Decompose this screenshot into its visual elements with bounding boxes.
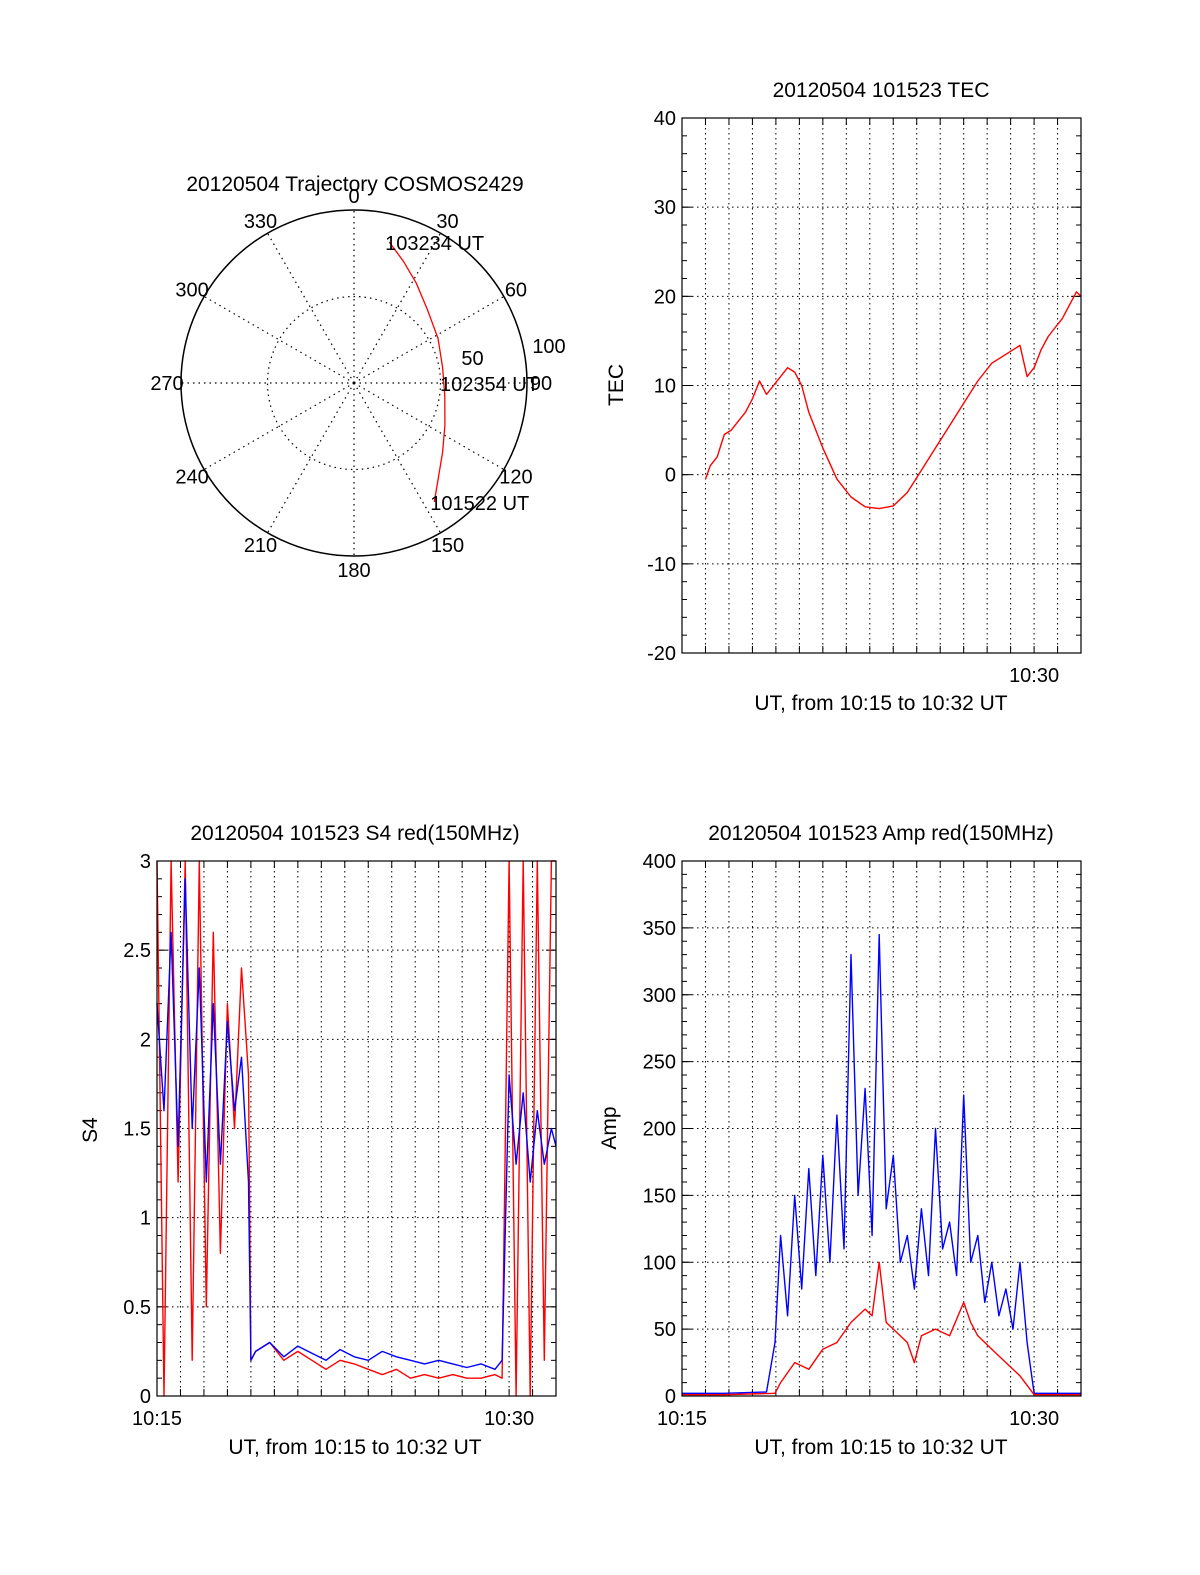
amp-ytick-label: 50 (654, 1319, 676, 1341)
amp-ytick-label: 300 (643, 985, 676, 1007)
polar-inner-circle (266, 295, 442, 471)
s4-ytick-label: 3 (140, 851, 151, 873)
tec-x-axis-label: UT, from 10:15 to 10:32 UT (754, 692, 1007, 715)
trajectory-time-labels: 103234 UT 102354 UT 101522 UT (385, 233, 539, 515)
amp-plot-frame (681, 860, 1082, 1397)
tec-grid (681, 117, 1081, 654)
polar-azimuth-label: 60 (505, 280, 527, 302)
s4-title: 20120504 101523 S4 red(150MHz) (190, 822, 519, 845)
amp-ytick-label: 400 (643, 851, 676, 873)
s4-ytick-label: 0.5 (123, 1297, 151, 1319)
polar-azimuth-label: 330 (244, 211, 277, 233)
polar-azimuth-label: 30 (436, 211, 458, 233)
s4-panel: 20120504 101523 S4 red(150MHz) UT, from … (79, 822, 557, 1459)
tec-ytick-label: 30 (654, 197, 676, 219)
amp-ytick-label: 350 (643, 918, 676, 940)
amp-ytick-label: 0 (665, 1386, 676, 1408)
trajectory-title: 20120504 Trajectory COSMOS2429 (186, 173, 523, 196)
tec-xtick-label: 10:30 (1009, 665, 1059, 687)
polar-spoke (353, 232, 442, 384)
amp-tick-labels: 0 50 100 150 200 250 300 350 400 10:15 10:30 (643, 851, 1060, 1430)
amp-title: 20120504 101523 Amp red(150MHz) (708, 822, 1054, 845)
trajectory-time-label: 103234 UT (385, 233, 484, 255)
s4-ytick-label: 1 (140, 1208, 151, 1230)
tec-tick-labels: -20 -10 0 10 20 30 40 10:30 (647, 108, 1059, 687)
tec-ytick-label: -10 (647, 554, 676, 576)
s4-ytick-label: 0 (140, 1386, 151, 1408)
tec-ytick-label: 10 (654, 376, 676, 398)
tec-ytick-label: 20 (654, 286, 676, 308)
tec-panel: 20120504 101523 TEC UT, from 10:15 to 10… (605, 79, 1082, 715)
polar-azimuth-label: 180 (337, 560, 370, 582)
amp-series-line-0 (682, 933, 1081, 1394)
s4-series-line-0 (156, 860, 556, 1397)
trajectory-polar-panel: 20120504 Trajectory COSMOS2429 0 30 60 90 12… (150, 173, 565, 582)
amp-ytick-label: 150 (643, 1185, 676, 1207)
trajectory-time-label: 102354 UT (440, 374, 539, 396)
s4-tick-labels: 0 0.5 1 1.5 2 2.5 3 10:15 10:30 (123, 851, 534, 1430)
s4-x-axis-label: UT, from 10:15 to 10:32 UT (228, 1436, 481, 1459)
amp-series-line-1 (682, 1261, 1081, 1396)
tec-title: 20120504 101523 TEC (773, 79, 990, 102)
polar-spoke (353, 295, 505, 384)
amp-xtick-label: 10:30 (1009, 1408, 1059, 1430)
polar-radial-label: 50 (461, 348, 483, 370)
tec-y-axis-label: TEC (605, 364, 628, 406)
polar-spoke (266, 232, 355, 384)
s4-series-line-1 (156, 878, 557, 1370)
polar-spoke (203, 382, 355, 471)
s4-series (156, 860, 557, 1397)
trajectory-track (388, 241, 446, 503)
s4-plot-frame (156, 860, 557, 1397)
amp-panel: 20120504 101523 Amp red(150MHz) UT, from… (598, 822, 1082, 1459)
polar-azimuth-label: 150 (431, 535, 464, 557)
s4-ytick-label: 2 (140, 1029, 151, 1051)
polar-azimuth-label: 90 (530, 373, 552, 395)
amp-x-axis-label: UT, from 10:15 to 10:32 UT (754, 1436, 1007, 1459)
s4-xtick-label: 10:30 (484, 1408, 534, 1430)
s4-ytick-label: 2.5 (123, 940, 151, 962)
s4-y-axis-label: S4 (79, 1117, 102, 1143)
polar-radial-label: 100 (532, 336, 565, 358)
polar-spoke (203, 295, 355, 384)
polar-spoke (353, 382, 442, 534)
s4-grid (156, 860, 556, 1397)
polar-azimuth-label: 120 (499, 467, 532, 489)
tec-series-line-0 (704, 291, 1082, 510)
polar-azimuth-labels: 0 30 60 90 120 150 180 210 240 270 300 330 (150, 186, 552, 582)
amp-y-axis-label: Amp (598, 1106, 621, 1149)
amp-xtick-label: 10:15 (657, 1408, 707, 1430)
tec-ytick-label: 40 (654, 108, 676, 130)
s4-xtick-label: 10:15 (132, 1408, 182, 1430)
amp-ytick-label: 100 (643, 1252, 676, 1274)
polar-outer-circle (180, 209, 528, 557)
polar-spoke (266, 382, 355, 534)
polar-grid (180, 209, 528, 557)
amp-ytick-label: 250 (643, 1052, 676, 1074)
tec-ytick-label: 0 (665, 465, 676, 487)
polar-azimuth-label: 240 (175, 467, 208, 489)
polar-azimuth-label: 0 (348, 186, 359, 208)
amp-grid (681, 860, 1081, 1397)
amp-series (682, 933, 1081, 1396)
amp-ytick-label: 200 (643, 1119, 676, 1141)
tec-ytick-label: -20 (647, 643, 676, 665)
tec-plot-frame (681, 117, 1082, 654)
polar-spoke (353, 382, 505, 471)
polar-azimuth-label: 270 (150, 373, 183, 395)
s4-ytick-label: 1.5 (123, 1119, 151, 1141)
trajectory-time-label: 101522 UT (430, 493, 529, 515)
polar-azimuth-label: 210 (244, 535, 277, 557)
polar-radial-labels: 50 100 (461, 336, 565, 370)
trajectory-line (388, 241, 446, 503)
polar-azimuth-label: 300 (175, 280, 208, 302)
tec-series (704, 291, 1082, 510)
